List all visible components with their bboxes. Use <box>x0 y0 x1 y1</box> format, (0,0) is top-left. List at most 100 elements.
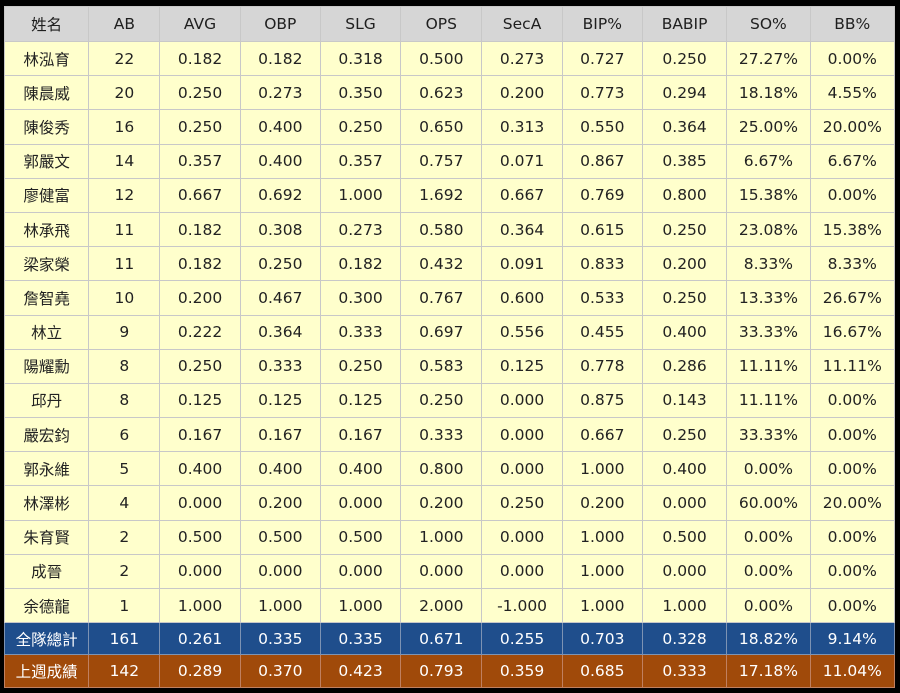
stat-cell: 9.14% <box>809 622 896 656</box>
stat-cell: 17.18% <box>726 654 811 689</box>
stat-cell: 26.67% <box>809 280 896 316</box>
stat-cell: 16 <box>88 109 161 145</box>
stat-cell: 0.583 <box>400 348 483 384</box>
stat-cell: 0.757 <box>400 143 483 179</box>
player-name: 郭嚴文 <box>3 143 90 179</box>
stat-cell: 33.33% <box>726 417 811 453</box>
stat-cell: 0.250 <box>641 417 728 453</box>
stat-cell: 0.200 <box>641 246 728 282</box>
stat-cell: 0.286 <box>641 348 728 384</box>
stat-cell: 0.357 <box>319 143 402 179</box>
table-row: 嚴宏鈞 6 0.167 0.167 0.167 0.333 0.000 0.667 0.250 3… <box>3 417 896 453</box>
table-row: 成晉 2 0.000 0.000 0.000 0.000 0.000 1.000 0.000 0.… <box>3 553 896 590</box>
stat-cell: 0.00% <box>809 417 896 453</box>
stat-cell: 0.467 <box>239 280 321 316</box>
stat-cell: 0.250 <box>481 485 563 521</box>
stat-cell: 0.400 <box>239 109 321 145</box>
player-name: 林泓育 <box>3 40 90 77</box>
player-name: 嚴宏鈞 <box>3 417 90 453</box>
stat-cell: 22 <box>88 40 161 77</box>
column-header: 姓名 <box>3 6 90 42</box>
stat-cell: 0.667 <box>481 177 563 213</box>
stat-cell: 0.769 <box>561 177 643 213</box>
column-header: BB% <box>809 6 896 42</box>
stat-cell: 0.00% <box>809 553 896 590</box>
team-total-label: 全隊總計 <box>3 622 90 656</box>
stat-cell: 0.000 <box>319 553 402 590</box>
stat-cell: 0.333 <box>319 314 402 350</box>
stat-cell: 0.143 <box>641 382 728 419</box>
stat-cell: 0.500 <box>400 40 483 77</box>
stat-cell: 0.335 <box>239 622 321 656</box>
stat-cell: 0.500 <box>239 519 321 555</box>
stat-cell: 16.67% <box>809 314 896 350</box>
stat-cell: 11 <box>88 246 161 282</box>
stat-cell: 0.00% <box>809 177 896 213</box>
stat-cell: 1.000 <box>319 587 402 624</box>
stat-cell: 0.00% <box>809 519 896 555</box>
stat-cell: 8 <box>88 348 161 384</box>
stat-cell: 0.000 <box>481 417 563 453</box>
stat-cell: 1.000 <box>641 587 728 624</box>
stat-cell: 0.667 <box>561 417 643 453</box>
stat-cell: 0.800 <box>400 451 483 487</box>
batting-stats-table: 姓名 AB AVG OBP SLG OPS SecA BIP% BABIP SO% BB% 林泓育 2… <box>3 6 896 689</box>
stat-cell: 0.00% <box>726 451 811 487</box>
player-name: 梁家榮 <box>3 246 90 282</box>
last-week-label: 上週成績 <box>3 654 90 689</box>
stat-cell: 0.182 <box>159 246 241 282</box>
stat-cell: 25.00% <box>726 109 811 145</box>
stat-cell: 20 <box>88 75 161 111</box>
stat-cell: 0.200 <box>481 75 563 111</box>
player-name: 朱育賢 <box>3 519 90 555</box>
stat-cell: 0.125 <box>239 382 321 419</box>
table-row: 林澤彬 4 0.000 0.200 0.000 0.200 0.250 0.200 0.000 6… <box>3 485 896 521</box>
player-name: 成晉 <box>3 553 90 590</box>
stat-cell: 0.385 <box>641 143 728 179</box>
column-header: OBP <box>239 6 321 42</box>
stat-cell: 0.250 <box>159 348 241 384</box>
stat-cell: 0.00% <box>809 451 896 487</box>
stat-cell: 0.333 <box>400 417 483 453</box>
stat-cell: 0.255 <box>481 622 563 656</box>
stat-cell: 0.00% <box>809 587 896 624</box>
stat-cell: 11.11% <box>726 348 811 384</box>
stat-cell: 4 <box>88 485 161 521</box>
column-header: SO% <box>726 6 811 42</box>
stat-cell: 0.00% <box>726 553 811 590</box>
stat-cell: 0.364 <box>239 314 321 350</box>
stat-cell: 12 <box>88 177 161 213</box>
stat-cell: 8.33% <box>726 246 811 282</box>
stat-cell: 0.650 <box>400 109 483 145</box>
stat-cell: 0.335 <box>319 622 402 656</box>
stat-cell: 0.767 <box>400 280 483 316</box>
table-row: 林立 9 0.222 0.364 0.333 0.697 0.556 0.455 0.400 33… <box>3 314 896 350</box>
stat-cell: 0.250 <box>159 75 241 111</box>
stat-cell: 13.33% <box>726 280 811 316</box>
stat-cell: 0.333 <box>239 348 321 384</box>
stat-cell: 0.000 <box>481 553 563 590</box>
player-name: 邱丹 <box>3 382 90 419</box>
stat-cell: 11.11% <box>809 348 896 384</box>
stat-cell: 0.318 <box>319 40 402 77</box>
stat-cell: 142 <box>88 654 161 689</box>
table-row: 詹智堯 10 0.200 0.467 0.300 0.767 0.600 0.533 0.250… <box>3 280 896 316</box>
player-name: 陳俊秀 <box>3 109 90 145</box>
column-header: AVG <box>159 6 241 42</box>
table-row: 林承飛 11 0.182 0.308 0.273 0.580 0.364 0.615 0.250… <box>3 211 896 248</box>
stat-cell: 0.182 <box>159 40 241 77</box>
stat-cell: 0.357 <box>159 143 241 179</box>
stat-cell: 0.500 <box>159 519 241 555</box>
stat-cell: 0.313 <box>481 109 563 145</box>
player-name: 陳晨威 <box>3 75 90 111</box>
stat-cell: 0.000 <box>481 519 563 555</box>
stat-cell: 0.182 <box>239 40 321 77</box>
stat-cell: 0.261 <box>159 622 241 656</box>
stat-cell: 0.273 <box>319 211 402 248</box>
stat-cell: 0.289 <box>159 654 241 689</box>
stat-cell: 0.533 <box>561 280 643 316</box>
stat-cell: 0.000 <box>400 553 483 590</box>
table-row: 廖健富 12 0.667 0.692 1.000 1.692 0.667 0.769 0.800… <box>3 177 896 213</box>
stat-cell: 0.273 <box>481 40 563 77</box>
stat-cell: 0.250 <box>319 109 402 145</box>
